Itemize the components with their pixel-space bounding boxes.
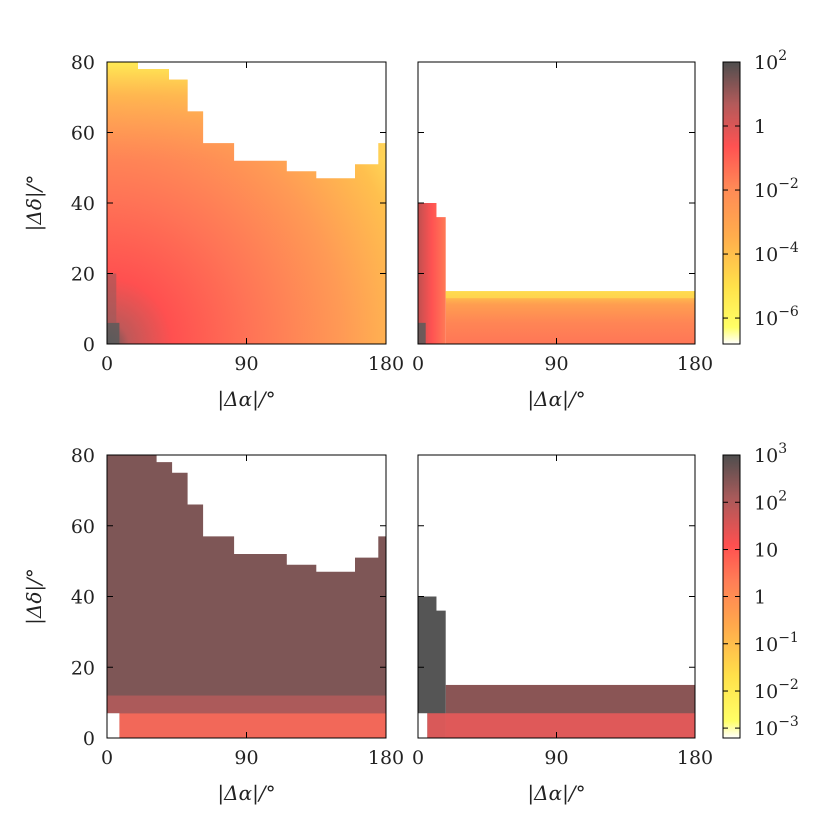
colorbar-top: 102 1 10−2 10−4 10−6	[722, 48, 799, 345]
colorbar-label: 102	[754, 488, 787, 514]
y-tick-label: 0	[83, 334, 95, 356]
x-axis-label: |Δα|/°	[527, 781, 585, 806]
panel-top-left: 0 90 180 0 20 40 60 80 |Δα|/° |Δδ|/°	[22, 52, 404, 412]
x-tick-label: 90	[234, 353, 258, 375]
y-tick-label: 60	[71, 516, 95, 538]
x-tick-label: 0	[412, 747, 424, 769]
x-tick-label: 90	[544, 747, 568, 769]
heatmap-low-band	[427, 713, 695, 738]
heatmap-peak-cell	[418, 322, 426, 344]
heatmap-column	[418, 596, 446, 738]
panel-top-right: 0 90 180 |Δα|/°	[412, 61, 713, 412]
y-tick-label: 20	[71, 264, 95, 286]
x-tick-label: 180	[677, 353, 713, 375]
colorbar-label: 1	[754, 587, 766, 609]
heatmap-empty-cell	[107, 713, 120, 738]
x-tick-label: 180	[368, 747, 404, 769]
y-tick-label: 80	[71, 52, 95, 74]
colorbar-label: 10−4	[754, 240, 799, 266]
x-tick-label: 0	[412, 353, 424, 375]
heatmap-region	[107, 455, 386, 738]
colorbar-label: 10−3	[754, 714, 799, 740]
y-tick-label: 0	[83, 728, 95, 750]
x-tick-label: 180	[677, 747, 713, 769]
colorbar-gradient	[722, 61, 741, 345]
heatmap-peak-cell	[107, 322, 120, 344]
panel-bottom-right: 0 90 180 |Δα|/°	[412, 454, 713, 806]
x-tick-label: 0	[101, 353, 113, 375]
heatmap-empty-cell	[418, 713, 428, 738]
x-axis-label: |Δα|/°	[217, 387, 275, 412]
y-tick-label: 80	[71, 445, 95, 467]
heatmap-band	[445, 291, 695, 344]
x-tick-label: 0	[101, 747, 113, 769]
x-axis-label: |Δα|/°	[527, 387, 585, 412]
y-tick-label: 20	[71, 657, 95, 679]
panel-bottom-left: 0 90 180 0 20 40 60 80 |Δα|/° |Δδ|/°	[22, 445, 404, 806]
x-tick-label: 90	[544, 353, 568, 375]
heatmap-mid-band	[107, 695, 386, 714]
colorbar-label: 10	[754, 540, 778, 562]
x-tick-label: 180	[368, 353, 404, 375]
y-tick-label: 40	[71, 587, 95, 609]
colorbar-label: 102	[754, 48, 787, 74]
colorbar-label: 1	[754, 116, 766, 138]
x-tick-label: 90	[234, 747, 258, 769]
heatmap-low-band	[119, 713, 387, 738]
x-axis-label: |Δα|/°	[217, 781, 275, 806]
heatmap-column	[418, 203, 446, 344]
colorbar-label: 103	[754, 441, 787, 467]
colorbar-label: 10−2	[754, 176, 799, 202]
colorbar-label: 10−6	[754, 304, 799, 330]
heatmap-edge-shading	[107, 62, 386, 344]
y-axis-label: |Δδ|/°	[22, 568, 47, 625]
colorbar-label: 10−1	[754, 630, 799, 656]
heatmap-band-edge	[445, 291, 695, 299]
y-axis-label: |Δδ|/°	[22, 175, 47, 232]
heatmap-peak-cell	[107, 273, 117, 323]
y-tick-label: 60	[71, 123, 95, 145]
y-tick-label: 40	[71, 193, 95, 215]
colorbar-label: 10−2	[754, 677, 799, 703]
